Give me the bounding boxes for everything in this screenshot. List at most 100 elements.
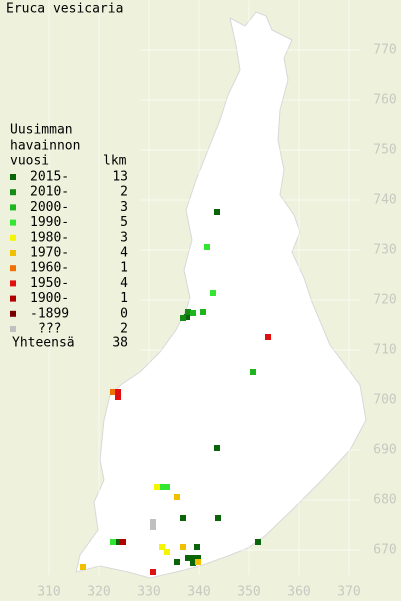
- observation: [265, 334, 271, 340]
- observation: [164, 484, 170, 490]
- legend-swatch: [10, 174, 16, 180]
- count-header: lkm: [103, 154, 127, 169]
- observation: [215, 515, 221, 521]
- y-tick-label: 700: [373, 393, 396, 408]
- legend-swatch: [10, 310, 16, 317]
- observation: [110, 539, 116, 545]
- observation: [150, 569, 156, 575]
- observation: [174, 494, 180, 500]
- observation: [150, 524, 156, 530]
- legend-count: 1: [120, 261, 128, 276]
- y-tick-label: 680: [373, 493, 396, 508]
- legend-swatch: [10, 280, 16, 287]
- observation: [190, 560, 196, 566]
- y-tick-label: 740: [373, 193, 396, 208]
- observation: [210, 290, 216, 296]
- observation: [195, 559, 201, 565]
- legend-label: ???: [38, 322, 61, 337]
- y-tick-label: 730: [373, 243, 396, 258]
- legend-count: 2: [120, 322, 128, 337]
- x-tick-label: 360: [287, 585, 310, 600]
- observation: [185, 309, 191, 315]
- legend-label: 1950-: [30, 276, 69, 291]
- legend-swatch: [10, 250, 16, 256]
- observation: [185, 555, 191, 561]
- y-tick-label: 750: [373, 143, 396, 158]
- observation: [190, 310, 196, 316]
- legend-title: vuosi: [10, 154, 49, 169]
- observation: [194, 544, 200, 550]
- observation: [120, 539, 126, 545]
- y-tick-label: 770: [373, 43, 396, 58]
- x-tick-label: 310: [37, 585, 60, 600]
- total-label: Yhteensä: [12, 336, 75, 351]
- observation: [164, 549, 170, 555]
- y-tick-label: 760: [373, 93, 396, 108]
- legend-swatch: [10, 326, 16, 332]
- legend-count: 3: [120, 200, 128, 215]
- legend-swatch: [10, 265, 16, 272]
- grid: 310 320 330 340 350 360 3706706806907007107207…: [37, 0, 397, 600]
- title: Eruca vesicaria: [6, 2, 123, 17]
- legend-swatch: [10, 295, 16, 302]
- x-tick-label: 340: [187, 585, 210, 600]
- observation: [154, 484, 160, 490]
- observation: [115, 539, 121, 545]
- legend-count: 5: [120, 215, 128, 230]
- legend-title: havainnon: [10, 139, 80, 154]
- points: [80, 209, 271, 575]
- x-tick-label: 330: [137, 585, 160, 600]
- observation: [174, 559, 180, 565]
- legend-count: 4: [120, 246, 128, 261]
- observation: [180, 515, 186, 521]
- total: 38: [112, 336, 128, 351]
- x-tick-label: 350: [237, 585, 260, 600]
- observation: [250, 369, 256, 375]
- legend-label: 1980-: [30, 230, 69, 245]
- observation: [200, 309, 206, 315]
- y-tick-label: 690: [373, 443, 396, 458]
- y-tick-label: 670: [373, 543, 396, 558]
- legend-count: 0: [120, 306, 128, 321]
- y-tick-label: 720: [373, 293, 396, 308]
- legend-label: 1970-: [30, 246, 69, 261]
- legend-count: 13: [112, 170, 128, 185]
- legend-title: Uusimman: [10, 123, 73, 138]
- x-tick-label: 320: [87, 585, 110, 600]
- legend-count: 4: [120, 276, 128, 291]
- observation: [214, 209, 220, 215]
- observation: [195, 555, 201, 561]
- legend-label: 2000-: [30, 200, 69, 215]
- observation: [159, 484, 165, 490]
- legend-swatch: [10, 189, 16, 196]
- legend-swatch: [10, 219, 16, 226]
- legend-count: 3: [120, 230, 128, 245]
- x-tick-label: 370: [337, 585, 360, 600]
- observation: [80, 564, 86, 570]
- legend-label: 2010-: [30, 185, 69, 200]
- observation: [204, 244, 210, 250]
- observation: [150, 519, 156, 525]
- legend-label: -1899: [30, 306, 69, 321]
- observation: [180, 315, 186, 321]
- observation: [110, 389, 116, 395]
- observation: [159, 544, 165, 550]
- legend-label: 1960-: [30, 261, 69, 276]
- legend-label: 1990-: [30, 215, 69, 230]
- observation: [115, 394, 121, 400]
- observation: [255, 539, 261, 545]
- legend-label: 2015-: [30, 170, 69, 185]
- legend-count: 1: [120, 291, 128, 306]
- legend: Eruca vesicaria Uusimman havainnon vuosi…: [6, 2, 128, 351]
- observation: [115, 389, 121, 395]
- observation: [184, 314, 190, 320]
- observation: [190, 555, 196, 561]
- observation: [180, 544, 186, 550]
- legend-swatch: [10, 204, 16, 211]
- legend-count: 2: [120, 185, 128, 200]
- y-tick-label: 710: [373, 343, 396, 358]
- observation: [214, 445, 220, 451]
- legend-swatch: [10, 234, 16, 241]
- legend-label: 1900-: [30, 291, 69, 306]
